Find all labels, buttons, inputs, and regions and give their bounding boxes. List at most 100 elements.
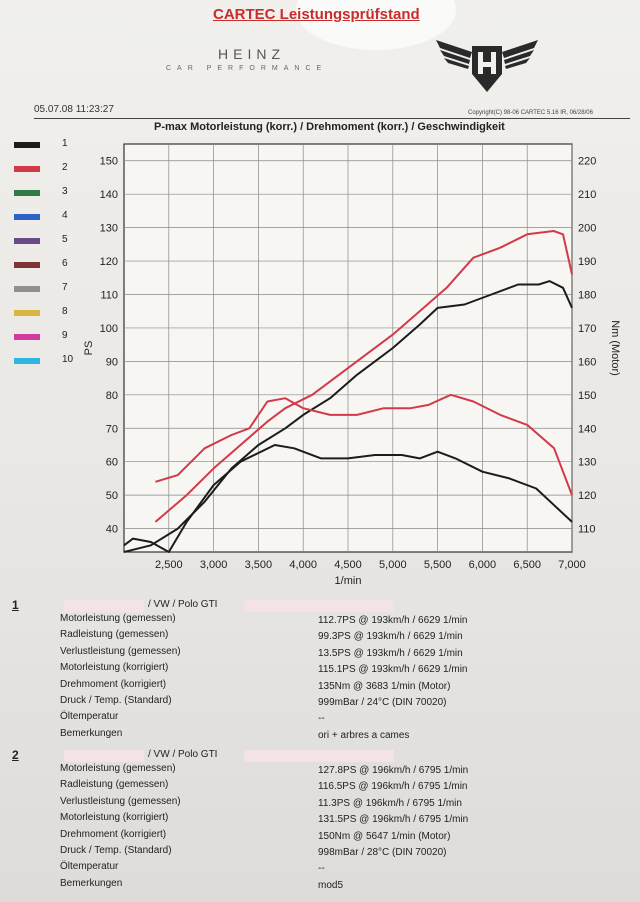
legend-label: 7: [62, 282, 68, 293]
series-line-1-torque: [123, 444, 573, 553]
y-left-tick-label: 50: [106, 490, 118, 502]
y-right-tick-label: 170: [578, 323, 596, 335]
result-label: Motorleistung (korrigiert): [60, 662, 169, 674]
result-value: 135Nm @ 3683 1/min (Motor): [318, 680, 451, 692]
vehicle-name: / VW / Polo GTI: [148, 599, 218, 610]
result-value: 116.5PS @ 196km/h / 6795 1/min: [318, 781, 468, 793]
series-line-2-power: [154, 230, 573, 523]
y-left-axis-label: PS: [83, 341, 95, 356]
legend-label: 1: [62, 138, 68, 149]
result-value: 131.5PS @ 196km/h / 6795 1/min: [318, 814, 469, 826]
legend-swatch: [14, 238, 40, 244]
brand-name: HEINZ: [218, 46, 285, 62]
y-left-tick-label: 80: [106, 390, 118, 402]
legend-swatch: [14, 190, 40, 196]
legend-swatch: [14, 286, 40, 292]
result-label: Motorleistung (gemessen): [60, 613, 176, 624]
result-label: Bemerkungen: [60, 727, 123, 739]
result-label: Drehmoment (korrigiert): [60, 828, 167, 840]
run-number: 2: [12, 748, 19, 762]
x-tick-label: 3,000: [200, 559, 228, 571]
result-label: Motorleistung (gemessen): [60, 763, 176, 774]
result-label: Druck / Temp. (Standard): [60, 695, 172, 706]
result-value: 998mBar / 28°C (DIN 70020): [318, 847, 447, 858]
result-label: Drehmoment (korrigiert): [60, 678, 167, 690]
legend-label: 8: [62, 306, 68, 317]
y-left-tick-label: 70: [106, 423, 118, 435]
legend-swatch: [14, 166, 40, 172]
result-value: 115.1PS @ 193km/h / 6629 1/min: [318, 664, 468, 676]
legend-swatch: [14, 310, 40, 316]
x-axis-label: 1/min: [335, 575, 362, 587]
legend-label: 6: [62, 258, 68, 269]
legend-swatch: [14, 142, 40, 148]
result-label: Bemerkungen: [60, 877, 123, 889]
result-label: Radleistung (gemessen): [60, 779, 169, 791]
header-divider: [34, 118, 630, 119]
legend-swatch: [14, 262, 40, 268]
copyright-note: Copyright(C) 98-06 CARTEC 5.16 IR, 06/28…: [468, 110, 593, 116]
result-value: mod5: [318, 879, 344, 891]
heinz-logo-icon: [436, 40, 538, 92]
result-label: Druck / Temp. (Standard): [60, 845, 172, 856]
y-right-tick-label: 120: [578, 490, 596, 502]
result-label: Motorleistung (korrigiert): [60, 812, 169, 824]
series-line-2-torque: [155, 393, 573, 496]
legend-label: 4: [62, 210, 68, 221]
y-left-tick-label: 90: [106, 356, 118, 368]
result-label: Öltemperatur: [60, 711, 119, 723]
legend-swatch: [14, 334, 40, 340]
result-value: 999mBar / 24°C (DIN 70020): [318, 697, 447, 708]
result-value: --: [318, 863, 325, 875]
legend-label: 5: [62, 234, 68, 245]
x-tick-label: 7,000: [558, 559, 586, 571]
result-value: --: [318, 713, 325, 725]
result-label: Verlustleistung (gemessen): [60, 795, 181, 807]
legend-swatch: [14, 214, 40, 220]
x-tick-label: 3,500: [245, 559, 273, 571]
y-right-tick-label: 180: [578, 289, 596, 301]
y-left-tick-label: 140: [100, 189, 118, 201]
result-value: 99.3PS @ 193km/h / 6629 1/min: [318, 631, 463, 643]
x-tick-label: 5,000: [379, 559, 407, 571]
vehicle-name: / VW / Polo GTI: [148, 749, 218, 760]
result-value: 13.5PS @ 193km/h / 6629 1/min: [318, 647, 463, 659]
x-tick-label: 4,500: [334, 559, 362, 571]
y-right-tick-label: 150: [578, 390, 596, 402]
result-value: 150Nm @ 5647 1/min (Motor): [318, 830, 451, 842]
x-tick-label: 4,000: [289, 559, 317, 571]
legend-swatch: [14, 358, 40, 364]
result-label: Radleistung (gemessen): [60, 629, 169, 641]
report-date: 05.07.08 11:23:27: [34, 104, 114, 115]
report-title: CARTEC Leistungsprüfstand: [213, 6, 420, 23]
x-tick-label: 6,000: [469, 559, 497, 571]
result-value: 127.8PS @ 196km/h / 6795 1/min: [318, 765, 469, 776]
y-left-tick-label: 60: [106, 457, 118, 469]
y-right-tick-label: 220: [578, 156, 596, 168]
y-right-tick-label: 140: [578, 423, 596, 435]
legend-label: 10: [62, 354, 74, 365]
result-label: Verlustleistung (gemessen): [60, 645, 181, 657]
series-line-1-power: [123, 280, 573, 553]
result-value: 11.3PS @ 196km/h / 6795 1/min: [318, 797, 462, 809]
x-tick-label: 5,500: [424, 559, 452, 571]
result-value: 112.7PS @ 193km/h / 6629 1/min: [318, 615, 468, 626]
y-right-tick-label: 190: [578, 256, 596, 268]
redacted-owner: [64, 750, 144, 762]
y-right-tick-label: 210: [578, 189, 596, 201]
brand-subtitle: CAR PERFORMANCE: [166, 65, 328, 72]
y-left-tick-label: 110: [100, 289, 118, 301]
x-tick-label: 6,500: [513, 559, 541, 571]
y-right-axis-label: Nm (Motor): [609, 320, 621, 376]
result-value: ori + arbres a cames: [318, 729, 410, 741]
y-left-tick-label: 40: [106, 524, 118, 536]
y-right-tick-label: 200: [578, 223, 596, 235]
y-right-tick-label: 130: [578, 457, 596, 469]
y-right-tick-label: 110: [578, 524, 596, 536]
legend-label: 2: [62, 162, 68, 173]
result-label: Öltemperatur: [60, 861, 119, 873]
y-left-tick-label: 130: [100, 223, 118, 235]
redacted-plate: [244, 750, 394, 762]
y-right-tick-label: 160: [578, 356, 596, 368]
run-number: 1: [12, 598, 19, 612]
